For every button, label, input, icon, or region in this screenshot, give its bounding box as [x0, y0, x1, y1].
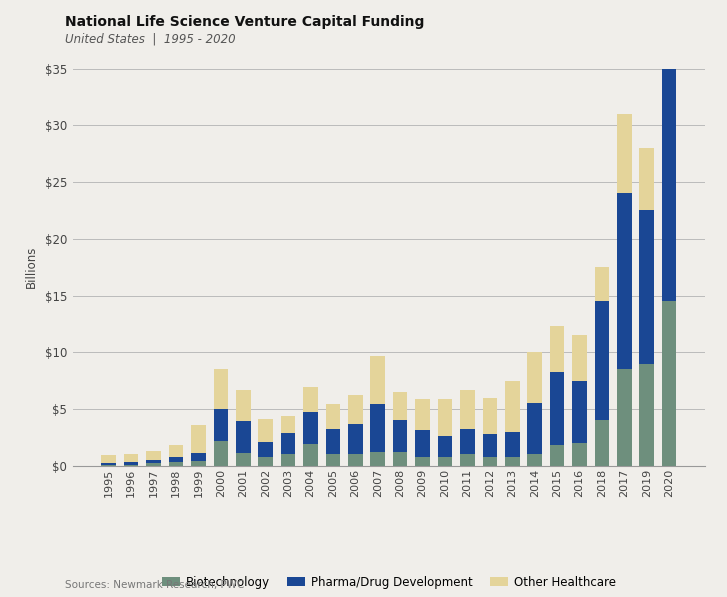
- Bar: [617, 193, 632, 369]
- Bar: [415, 430, 430, 457]
- Bar: [662, 57, 676, 301]
- Bar: [662, 0, 676, 57]
- Bar: [371, 356, 385, 404]
- Bar: [124, 454, 138, 462]
- Bar: [281, 433, 295, 454]
- Bar: [191, 453, 206, 461]
- Bar: [281, 454, 295, 466]
- Bar: [303, 387, 318, 413]
- Bar: [483, 398, 497, 434]
- Bar: [258, 419, 273, 442]
- Bar: [595, 420, 609, 466]
- Bar: [124, 462, 138, 464]
- Bar: [438, 399, 452, 436]
- Bar: [415, 457, 430, 466]
- Bar: [460, 390, 475, 429]
- Bar: [102, 463, 116, 465]
- Y-axis label: Billions: Billions: [25, 246, 38, 288]
- Bar: [371, 404, 385, 452]
- Bar: [640, 211, 654, 364]
- Bar: [169, 457, 183, 462]
- Bar: [214, 409, 228, 441]
- Bar: [617, 114, 632, 193]
- Bar: [662, 301, 676, 466]
- Bar: [348, 424, 363, 454]
- Bar: [303, 413, 318, 444]
- Bar: [550, 445, 564, 466]
- Bar: [415, 399, 430, 430]
- Bar: [281, 416, 295, 433]
- Bar: [191, 461, 206, 466]
- Bar: [191, 425, 206, 453]
- Bar: [326, 429, 340, 454]
- Bar: [169, 445, 183, 457]
- Bar: [236, 421, 251, 453]
- Bar: [550, 371, 564, 445]
- Bar: [326, 454, 340, 466]
- Bar: [393, 420, 407, 452]
- Bar: [236, 453, 251, 466]
- Bar: [460, 429, 475, 454]
- Bar: [527, 352, 542, 404]
- Bar: [483, 434, 497, 457]
- Bar: [326, 404, 340, 429]
- Text: United States  |  1995 - 2020: United States | 1995 - 2020: [65, 33, 236, 46]
- Bar: [348, 395, 363, 424]
- Text: National Life Science Venture Capital Funding: National Life Science Venture Capital Fu…: [65, 15, 425, 29]
- Bar: [640, 364, 654, 466]
- Bar: [505, 432, 520, 457]
- Bar: [617, 369, 632, 466]
- Bar: [640, 148, 654, 211]
- Bar: [124, 464, 138, 466]
- Bar: [527, 454, 542, 466]
- Bar: [527, 404, 542, 454]
- Bar: [214, 369, 228, 409]
- Bar: [572, 443, 587, 466]
- Bar: [483, 457, 497, 466]
- Bar: [393, 392, 407, 420]
- Bar: [303, 444, 318, 466]
- Bar: [371, 452, 385, 466]
- Bar: [393, 452, 407, 466]
- Bar: [460, 454, 475, 466]
- Bar: [550, 326, 564, 371]
- Bar: [572, 336, 587, 381]
- Bar: [146, 463, 161, 466]
- Bar: [505, 381, 520, 432]
- Bar: [438, 457, 452, 466]
- Bar: [505, 457, 520, 466]
- Bar: [102, 455, 116, 463]
- Bar: [348, 454, 363, 466]
- Bar: [258, 457, 273, 466]
- Bar: [236, 390, 251, 421]
- Bar: [572, 381, 587, 443]
- Bar: [214, 441, 228, 466]
- Bar: [595, 267, 609, 301]
- Bar: [146, 460, 161, 463]
- Legend: Biotechnology, Pharma/Drug Development, Other Healthcare: Biotechnology, Pharma/Drug Development, …: [157, 571, 621, 593]
- Bar: [595, 301, 609, 420]
- Bar: [146, 451, 161, 460]
- Bar: [438, 436, 452, 457]
- Text: Sources: Newmark Research, PWC: Sources: Newmark Research, PWC: [65, 580, 245, 590]
- Bar: [258, 442, 273, 457]
- Bar: [169, 462, 183, 466]
